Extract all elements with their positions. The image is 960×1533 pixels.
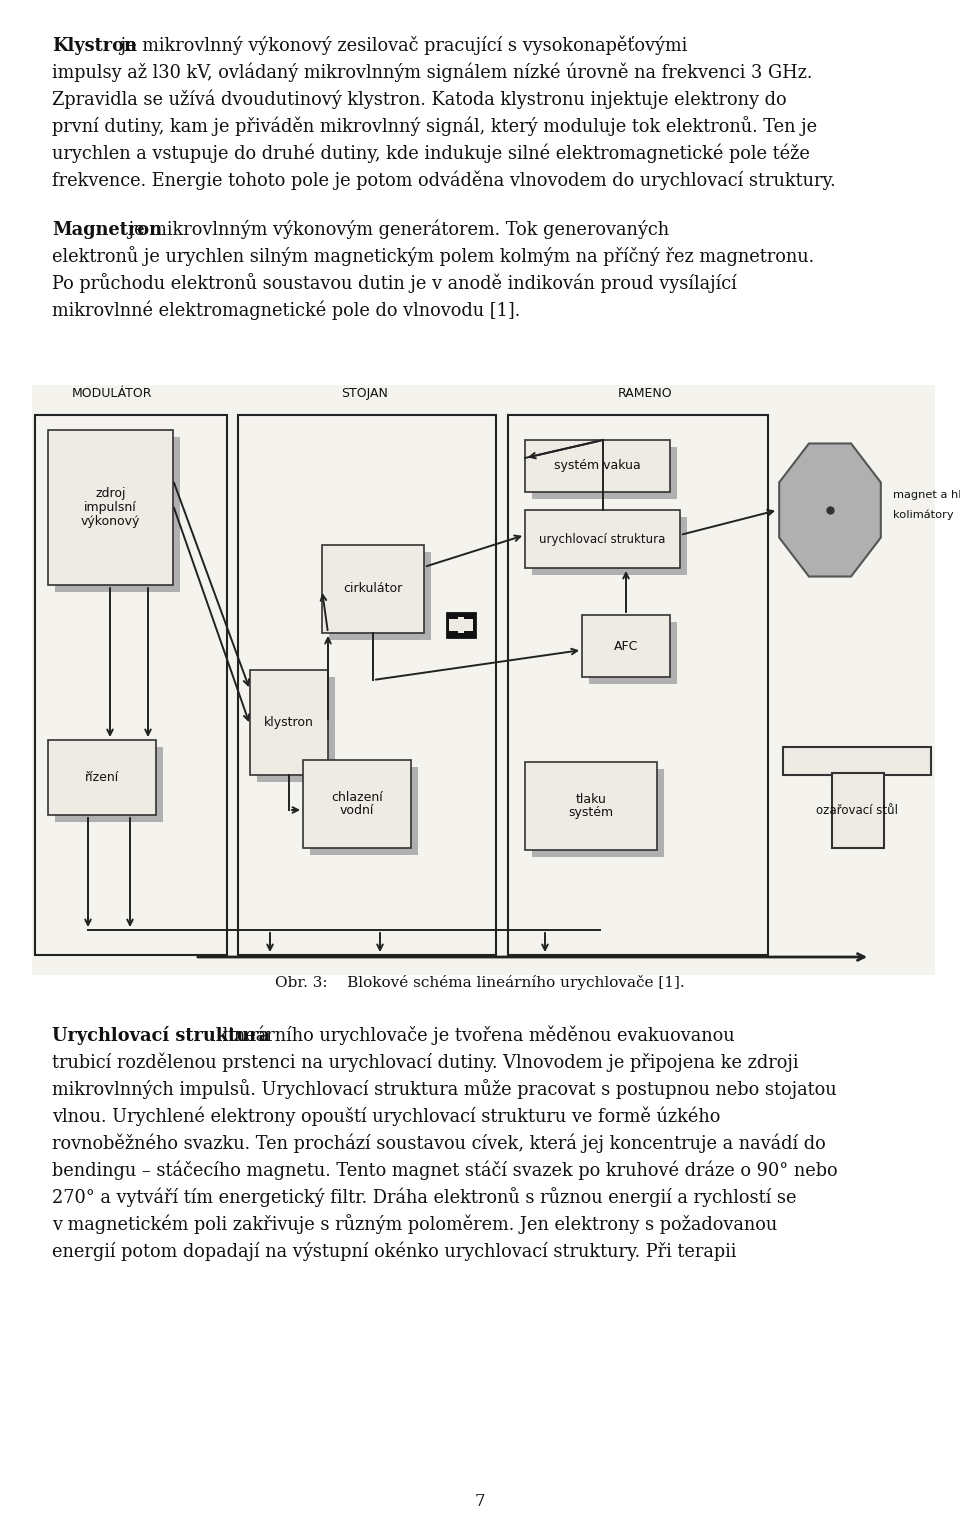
Text: výkonový: výkonový bbox=[81, 515, 140, 527]
Bar bbox=[48, 740, 156, 816]
Bar bbox=[458, 616, 464, 633]
Bar bbox=[238, 415, 496, 955]
Text: ozařovací stůl: ozařovací stůl bbox=[816, 803, 898, 817]
Text: zdroj: zdroj bbox=[95, 487, 126, 500]
Text: Urychlovací struktura: Urychlovací struktura bbox=[52, 1026, 270, 1046]
Text: 270° a vytváří tím energetický filtr. Dráha elektronů s různou energií a rychlos: 270° a vytváří tím energetický filtr. Dr… bbox=[52, 1187, 797, 1206]
Bar bbox=[32, 385, 935, 975]
Text: chlazení: chlazení bbox=[331, 791, 383, 803]
Bar bbox=[525, 440, 670, 492]
Text: kolimátory: kolimátory bbox=[893, 510, 953, 520]
Bar bbox=[589, 622, 677, 684]
Text: je mikrovlnný výkonový zesilovač pracující s vysokonapěťovými: je mikrovlnný výkonový zesilovač pracují… bbox=[115, 35, 687, 55]
Bar bbox=[48, 429, 173, 586]
Text: frekvence. Energie tohoto pole je potom odváděna vlnovodem do urychlovací strukt: frekvence. Energie tohoto pole je potom … bbox=[52, 170, 835, 190]
Text: Magnetron: Magnetron bbox=[52, 221, 162, 239]
Text: cirkulátor: cirkulátor bbox=[344, 583, 402, 595]
Polygon shape bbox=[780, 443, 881, 576]
Bar bbox=[55, 747, 163, 822]
Text: urychlovací struktura: urychlovací struktura bbox=[540, 532, 665, 546]
Text: trubicí rozdělenou prstenci na urychlovací dutiny. Vlnovodem je připojena ke zdr: trubicí rozdělenou prstenci na urychlova… bbox=[52, 1053, 799, 1072]
Text: mikrovlnné elektromagnetické pole do vlnovodu [1].: mikrovlnné elektromagnetické pole do vln… bbox=[52, 300, 520, 319]
Text: vlnou. Urychlené elektrony opouští urychlovací strukturu ve formě úzkého: vlnou. Urychlené elektrony opouští urych… bbox=[52, 1107, 720, 1127]
Text: impulsní: impulsní bbox=[84, 501, 137, 514]
Bar bbox=[525, 762, 657, 849]
Bar bbox=[449, 619, 473, 632]
Text: Zpravidla se užívá dvoudutinový klystron. Katoda klystronu injektuje elektrony d: Zpravidla se užívá dvoudutinový klystron… bbox=[52, 89, 786, 109]
Text: RAMENO: RAMENO bbox=[617, 386, 672, 400]
Bar bbox=[582, 615, 670, 678]
Bar bbox=[783, 747, 931, 776]
Bar bbox=[322, 546, 424, 633]
Text: Klystron: Klystron bbox=[52, 37, 137, 55]
Bar bbox=[35, 415, 227, 955]
Text: lineárního urychlovače je tvořena měděnou evakuovanou: lineárního urychlovače je tvořena měděno… bbox=[217, 1026, 735, 1046]
Text: je mikrovlnným výkonovým generátorem. Tok generovaných: je mikrovlnným výkonovým generátorem. To… bbox=[123, 219, 669, 239]
Bar bbox=[329, 552, 431, 639]
Text: rovnoběžného svazku. Ten prochází soustavou cívek, která jej koncentruje a navád: rovnoběžného svazku. Ten prochází sousta… bbox=[52, 1133, 826, 1153]
Text: systém vakua: systém vakua bbox=[554, 460, 641, 472]
Text: magnet a hlava s: magnet a hlava s bbox=[893, 491, 960, 500]
Text: systém: systém bbox=[568, 806, 613, 819]
Text: STOJAN: STOJAN bbox=[342, 386, 389, 400]
Bar bbox=[532, 517, 687, 575]
Bar bbox=[532, 448, 677, 500]
Text: Obr. 3:    Blokové schéma lineárního urychlovače [1].: Obr. 3: Blokové schéma lineárního urychl… bbox=[276, 975, 684, 990]
Text: v magnetickém poli zakřivuje s různým poloměrem. Jen elektrony s požadovanou: v magnetickém poli zakřivuje s různým po… bbox=[52, 1214, 778, 1234]
Text: řízení: řízení bbox=[84, 771, 119, 783]
Text: vodní: vodní bbox=[340, 805, 374, 817]
Text: elektronů je urychlen silným magnetickým polem kolmým na příčný řez magnetronu.: elektronů je urychlen silným magnetickým… bbox=[52, 245, 814, 265]
Bar bbox=[508, 415, 768, 955]
Bar bbox=[310, 766, 418, 855]
Bar bbox=[55, 437, 180, 592]
Text: bendingu – stáčecího magnetu. Tento magnet stáčí svazek po kruhové dráze o 90° n: bendingu – stáčecího magnetu. Tento magn… bbox=[52, 1160, 838, 1180]
Text: 7: 7 bbox=[474, 1493, 486, 1510]
Bar bbox=[832, 773, 884, 848]
Text: mikrovlnných impulsů. Urychlovací struktura může pracovat s postupnou nebo stoja: mikrovlnných impulsů. Urychlovací strukt… bbox=[52, 1079, 836, 1099]
Text: MODULÁTOR: MODULÁTOR bbox=[72, 386, 153, 400]
Text: Po průchodu elektronů soustavou dutin je v anodě indikován proud vysílající: Po průchodu elektronů soustavou dutin je… bbox=[52, 273, 736, 293]
Bar bbox=[525, 510, 680, 569]
Text: AFC: AFC bbox=[613, 639, 638, 653]
Bar bbox=[303, 760, 411, 848]
Bar bbox=[532, 770, 664, 857]
Bar bbox=[257, 678, 335, 782]
Bar bbox=[447, 613, 475, 638]
Text: impulsy až l30 kV, ovládaný mikrovlnným signálem nízké úrovně na frekvenci 3 GHz: impulsy až l30 kV, ovládaný mikrovlnným … bbox=[52, 63, 812, 81]
Text: první dutiny, kam je přiváděn mikrovlnný signál, který moduluje tok elektronů. T: první dutiny, kam je přiváděn mikrovlnný… bbox=[52, 117, 817, 136]
Text: tlaku: tlaku bbox=[576, 793, 607, 806]
Bar bbox=[250, 670, 328, 776]
Text: energií potom dopadají na výstupní okénko urychlovací struktury. Při terapii: energií potom dopadají na výstupní okénk… bbox=[52, 1242, 736, 1262]
Text: urychlen a vstupuje do druhé dutiny, kde indukuje silné elektromagnetické pole t: urychlen a vstupuje do druhé dutiny, kde… bbox=[52, 144, 810, 162]
Text: klystron: klystron bbox=[264, 716, 314, 730]
